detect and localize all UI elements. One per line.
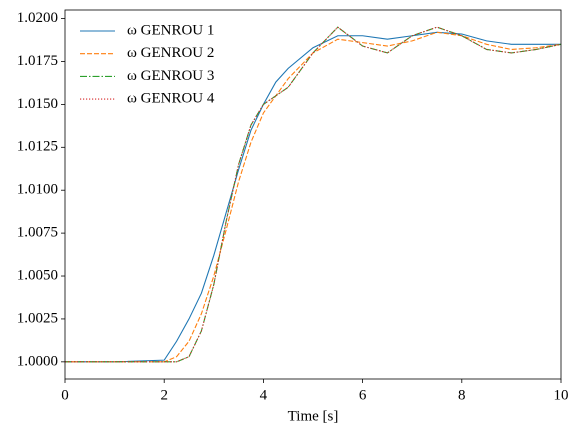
x-tick-label: 8 <box>458 387 466 403</box>
y-tick-label: 1.0200 <box>17 10 58 26</box>
legend-label: ω GENROU 2 <box>127 45 214 61</box>
x-tick-label: 6 <box>359 387 367 403</box>
y-tick-label: 1.0150 <box>17 96 58 112</box>
x-tick-label: 2 <box>160 387 168 403</box>
y-tick-label: 1.0050 <box>17 267 58 283</box>
y-tick-label: 1.0000 <box>17 353 58 369</box>
x-axis-label: Time [s] <box>288 408 339 424</box>
x-tick-label: 10 <box>554 387 569 403</box>
legend-label: ω GENROU 3 <box>127 68 214 84</box>
y-tick-label: 1.0175 <box>17 53 58 69</box>
y-tick-label: 1.0100 <box>17 182 58 198</box>
series-line <box>65 26 562 363</box>
y-tick-label: 1.0075 <box>17 225 58 241</box>
legend-label: ω GENROU 1 <box>127 22 214 38</box>
legend-label: ω GENROU 4 <box>127 91 215 107</box>
y-tick-label: 1.0125 <box>17 139 58 155</box>
plot-frame <box>64 9 562 380</box>
y-tick-label: 1.0025 <box>17 310 58 326</box>
x-tick-label: 0 <box>61 387 69 403</box>
series-line <box>65 31 562 363</box>
x-tick-label: 4 <box>260 387 268 403</box>
series-line <box>65 31 561 363</box>
